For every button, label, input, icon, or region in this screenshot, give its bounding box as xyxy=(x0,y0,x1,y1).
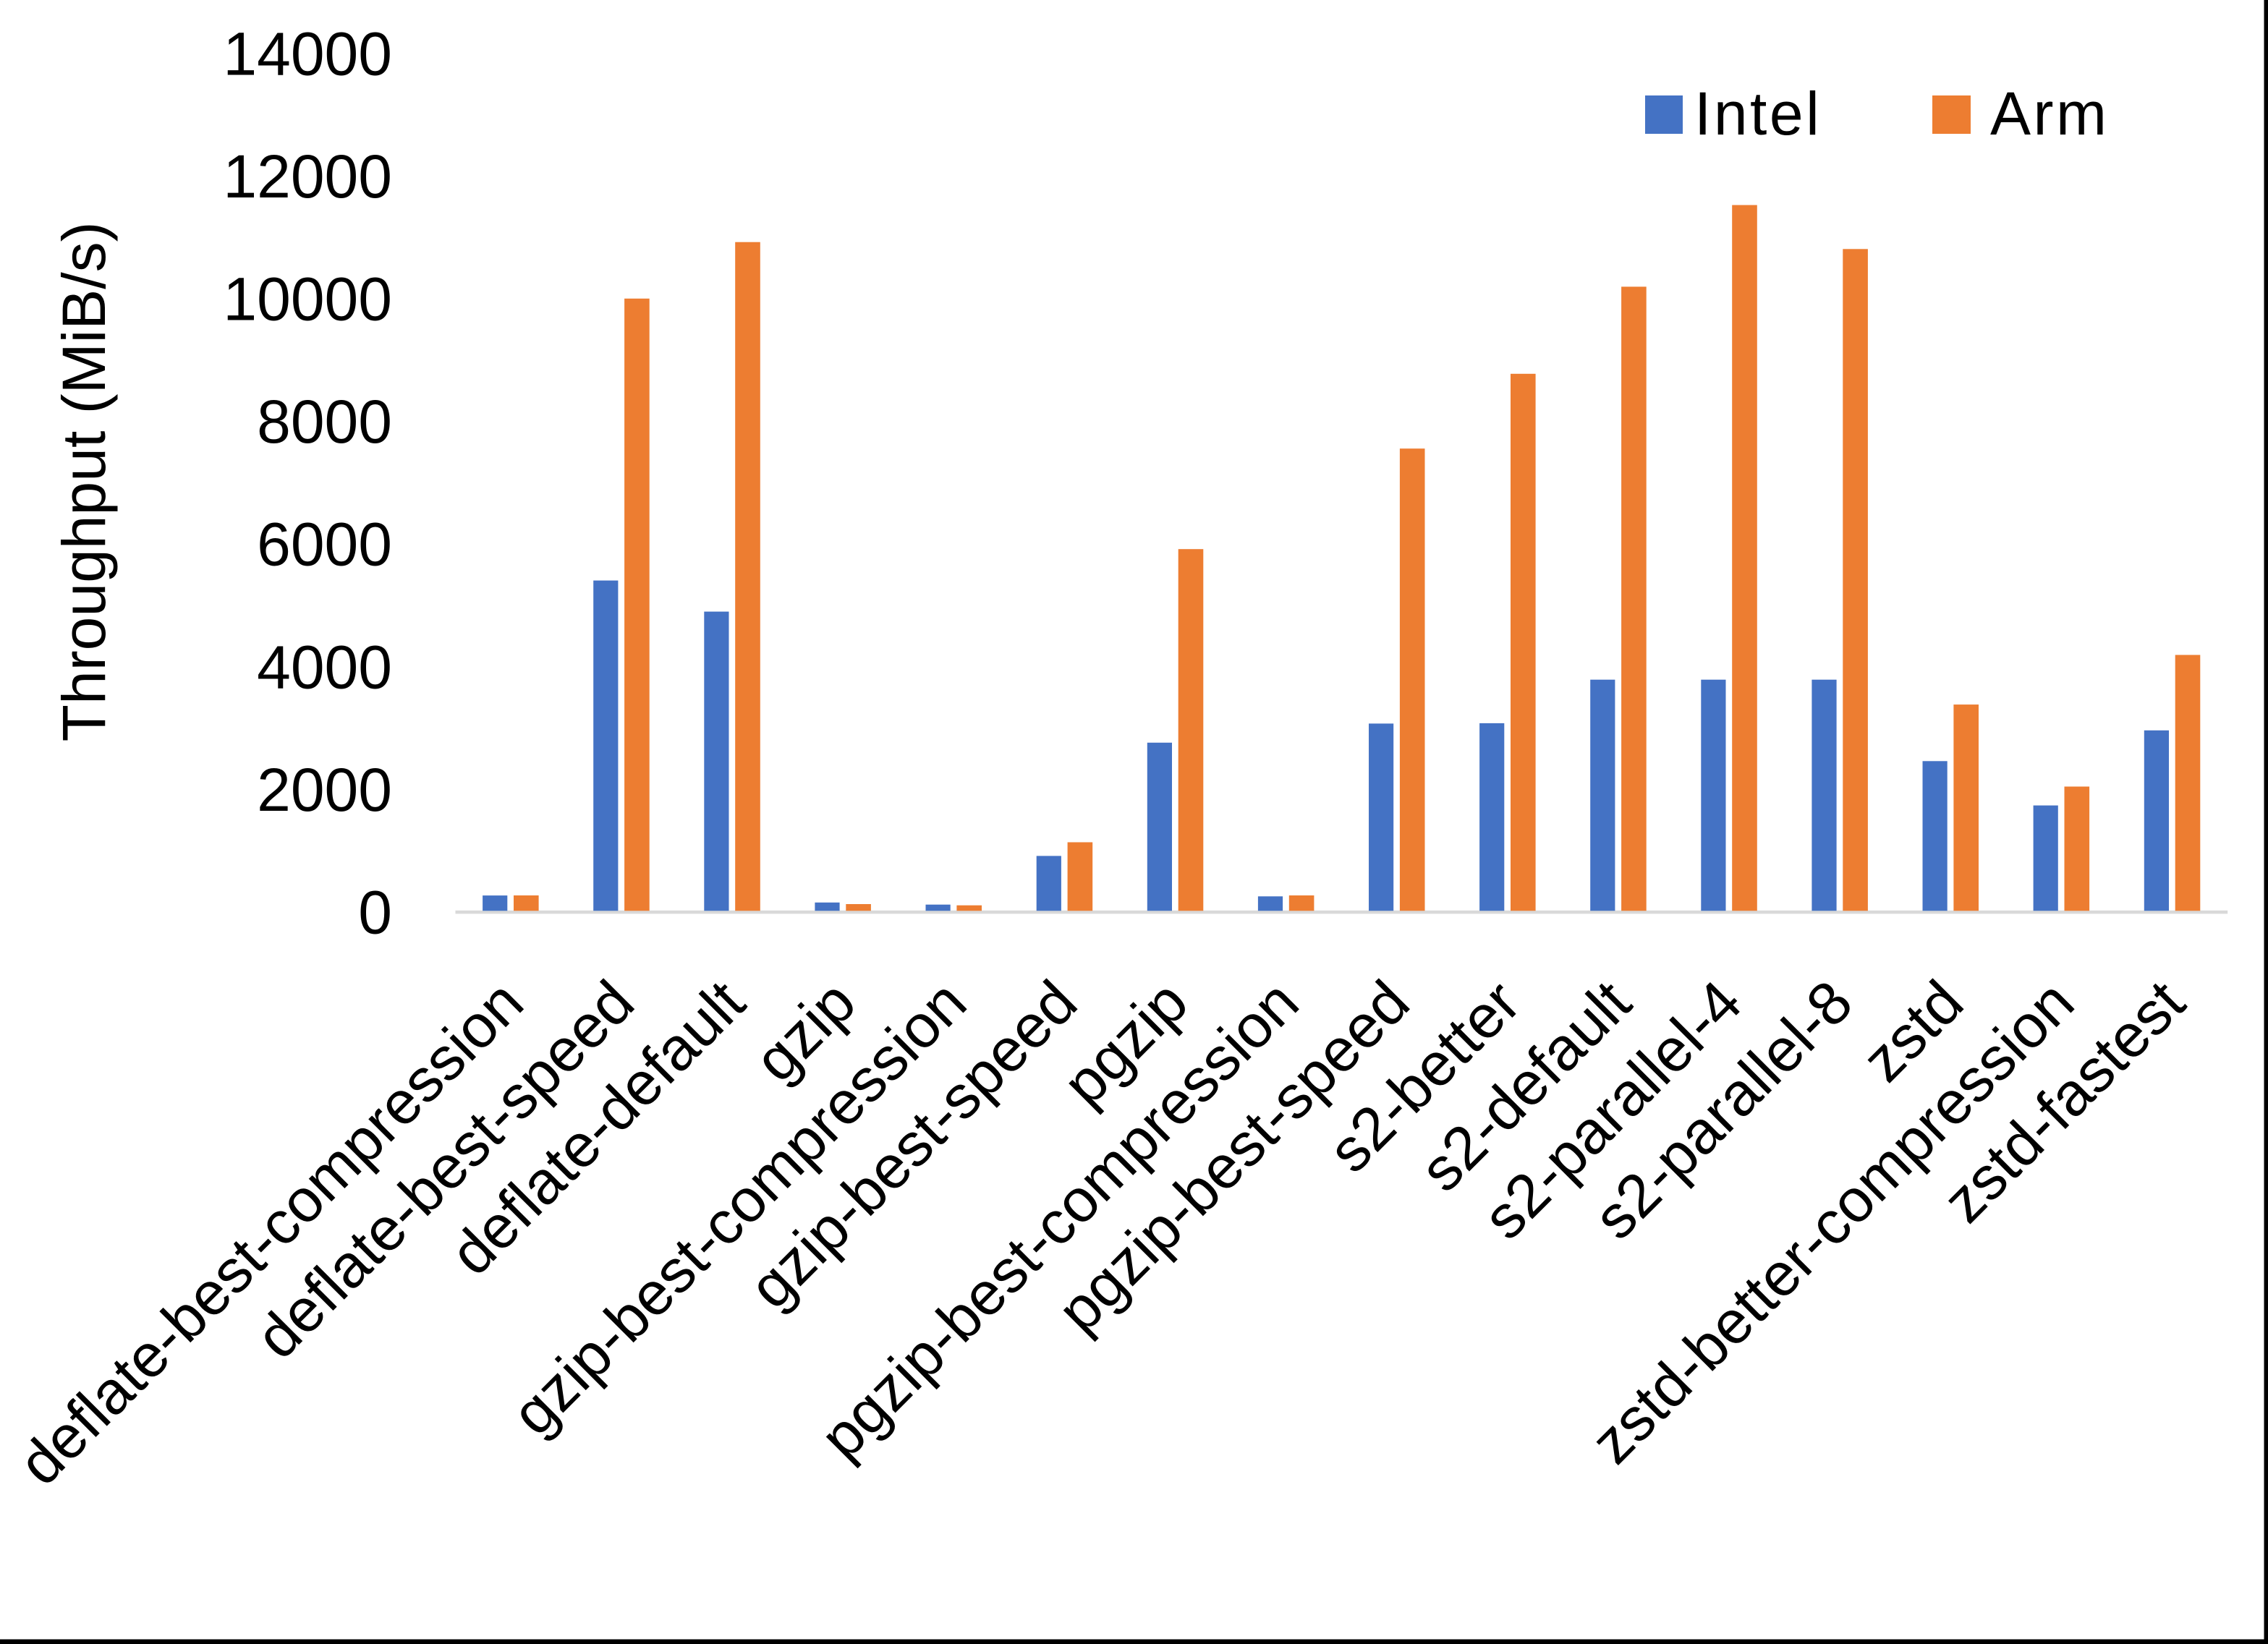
svg-text:Arm: Arm xyxy=(1990,80,2109,148)
svg-text:6000: 6000 xyxy=(257,511,392,579)
svg-text:12000: 12000 xyxy=(223,142,392,210)
svg-text:Intel: Intel xyxy=(1694,80,1822,148)
svg-text:2000: 2000 xyxy=(257,756,392,824)
svg-text:4000: 4000 xyxy=(257,633,392,701)
svg-text:Throughput (MiB/s): Throughput (MiB/s) xyxy=(50,221,118,741)
svg-text:0: 0 xyxy=(358,878,392,946)
svg-text:10000: 10000 xyxy=(223,265,392,333)
svg-text:8000: 8000 xyxy=(257,388,392,456)
svg-text:14000: 14000 xyxy=(223,20,392,88)
